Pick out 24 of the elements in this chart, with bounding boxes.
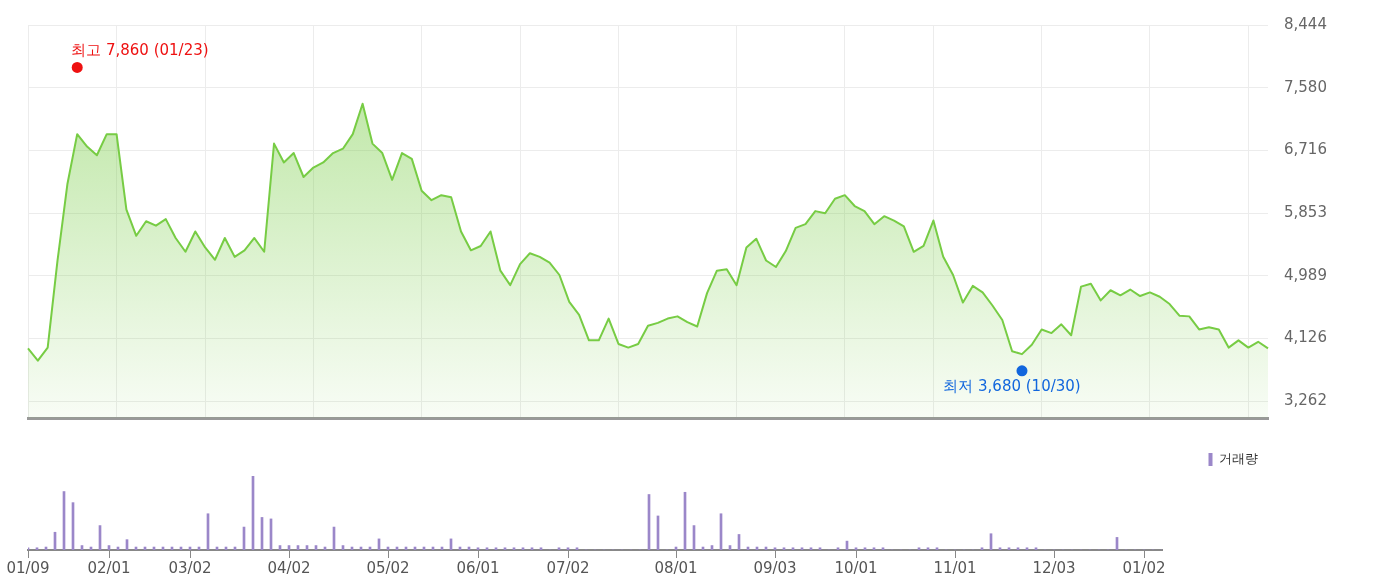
x-tick-label: 07/02 [546,558,590,577]
x-tick-label: 12/03 [1032,558,1076,577]
y-tick-label: 3,262 [1284,391,1327,410]
y-tick-label: 5,853 [1284,202,1327,221]
y-tick-label: 6,716 [1284,140,1327,159]
x-tick-label: 10/01 [834,558,878,577]
x-tick-label: 04/02 [267,558,311,577]
x-tick-label: 01/09 [6,558,50,577]
annotation: 최고 7,860 (01/23) [71,40,209,59]
y-tick-label: 4,989 [1284,265,1327,284]
x-tick-label: 01/02 [1122,558,1166,577]
y-tick-label: 8,444 [1284,14,1327,33]
x-tick-label: 05/02 [366,558,410,577]
x-tick-label: 11/01 [933,558,977,577]
y-tick-label: 7,580 [1284,77,1327,96]
y-tick-label: 4,126 [1284,328,1327,347]
legend-label: 거래량 [1219,450,1258,466]
bar [28,547,30,550]
x-tick-label: 03/02 [168,558,212,577]
x-tick-label: 06/01 [456,558,500,577]
x-tick-label: 09/03 [753,558,797,577]
x-tick-label: 08/01 [654,558,698,577]
annotation: 최저 3,680 (10/30) [943,377,1081,396]
x-tick-label: 02/01 [87,558,131,577]
